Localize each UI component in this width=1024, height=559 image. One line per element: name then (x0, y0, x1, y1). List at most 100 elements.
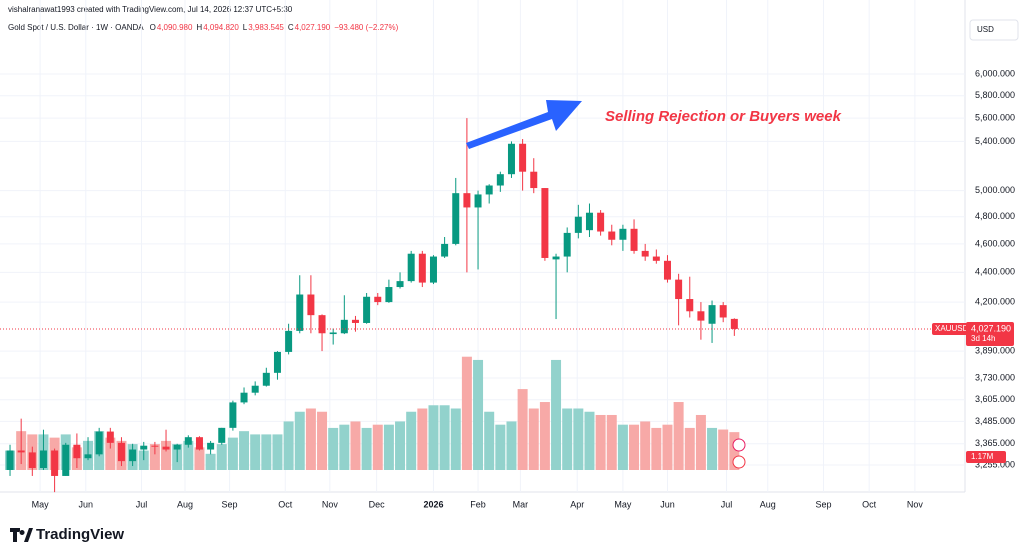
volume-bar (606, 414, 617, 470)
candle-body (663, 260, 671, 280)
volume-bar (227, 437, 238, 470)
ohlc-value: 4,090.980 (157, 23, 193, 32)
volume-bar (617, 424, 628, 470)
volume-bar (105, 437, 116, 470)
volume-bar (439, 405, 450, 470)
candle-body (106, 431, 114, 443)
volume-bar (528, 408, 539, 470)
volume-bar (428, 405, 439, 470)
volume-bar (539, 402, 550, 470)
candle-body (619, 228, 627, 240)
candle-body (62, 444, 70, 476)
y-tick-label: 5,000.000 (975, 185, 1015, 195)
candle-body (363, 296, 371, 323)
volume-bar (328, 427, 339, 470)
candles (6, 118, 738, 493)
flag-icon[interactable] (732, 455, 746, 469)
volume-bar (684, 427, 695, 470)
x-tick-label: Feb (470, 499, 486, 509)
x-tick-label: Nov (907, 499, 924, 509)
ohlc-key: C (288, 23, 294, 32)
volume-bar (272, 434, 283, 470)
candle-body (296, 294, 304, 331)
candle-body (307, 294, 315, 316)
candle-body (151, 445, 159, 447)
volume-bar (372, 424, 383, 470)
candle-body (351, 319, 359, 323)
candle-body (240, 392, 248, 403)
candle-body (708, 305, 716, 324)
candle-body (563, 232, 571, 257)
x-tick-label: 2026 (423, 499, 443, 509)
candle-body (541, 188, 549, 258)
candle-body (597, 212, 605, 232)
candle-body (28, 452, 36, 469)
y-tick-label: 4,800.000 (975, 211, 1015, 221)
ohlc-value: 4,094.820 (203, 23, 239, 32)
axes: 6,000.000 5,800.000 5,600.000 5,400.000 5,00… (32, 68, 1015, 509)
volume-bar (707, 427, 718, 470)
countdown: 3d 14h (971, 334, 995, 343)
y-tick-label: 5,600.000 (975, 113, 1015, 123)
annotation: Selling Rejection or Buyers week (605, 108, 842, 125)
candle-body (140, 445, 148, 450)
volume-bar (417, 408, 428, 470)
y-tick-label: 4,200.000 (975, 296, 1015, 306)
candle-body (697, 311, 705, 321)
event-icon[interactable] (732, 438, 746, 452)
x-tick-label: Dec (369, 499, 386, 509)
candle-body (652, 256, 660, 261)
currency-box (969, 19, 1019, 41)
volume-bar (138, 450, 149, 470)
volume-bar (495, 424, 506, 470)
brand-name: TradingView (36, 526, 124, 543)
ohlc-value: 4,027.190 (295, 23, 331, 32)
candle-body (73, 444, 81, 459)
brand: TradingView (10, 526, 124, 543)
candle-body (207, 442, 215, 450)
volume-bar (662, 424, 673, 470)
candle-body (229, 402, 237, 428)
y-tick-label: 3,605.000 (975, 394, 1015, 404)
candle-body (17, 450, 25, 453)
volume-bar (573, 408, 584, 470)
volume-bar (194, 447, 205, 470)
volume-bar (161, 440, 172, 470)
volume-bar (629, 424, 640, 470)
volume-bar (339, 424, 350, 470)
candle-body (184, 437, 192, 445)
volume-bar (294, 411, 305, 470)
candle-body (630, 228, 638, 251)
volume-bar (695, 414, 706, 470)
ohlc-key: L (243, 23, 248, 32)
y-tick-label: 4,400.000 (975, 267, 1015, 277)
volume-bar (651, 427, 662, 470)
volume-bar (149, 444, 160, 470)
candle-body (686, 299, 694, 312)
candle-body (441, 243, 449, 257)
volume-bar (216, 444, 227, 470)
volume-bar (461, 356, 472, 470)
volume-bar (183, 440, 194, 470)
x-tick-label: Apr (570, 499, 584, 509)
ohlc-value: 3,983.545 (248, 23, 284, 32)
x-tick-label: Jul (136, 499, 148, 509)
y-tick-label: 3,255.000 (975, 459, 1015, 469)
y-tick-label: 3,485.000 (975, 416, 1015, 426)
candle-body (418, 253, 426, 283)
volume-bar (517, 389, 528, 470)
credit: vishalranawat1993 created with TradingVi… (8, 5, 293, 14)
volume-bar (640, 421, 651, 470)
candle-body (641, 250, 649, 257)
candle-body (429, 256, 437, 283)
candle-body (585, 212, 593, 231)
candle-body (374, 296, 382, 303)
candle-body (262, 372, 270, 386)
candle-body (530, 171, 538, 189)
candle-body (608, 231, 616, 240)
x-tick-label: May (32, 499, 50, 509)
volume-bar (584, 411, 595, 470)
volume-bar (305, 408, 316, 470)
candle-body (519, 143, 527, 172)
volume-bar (317, 411, 328, 470)
